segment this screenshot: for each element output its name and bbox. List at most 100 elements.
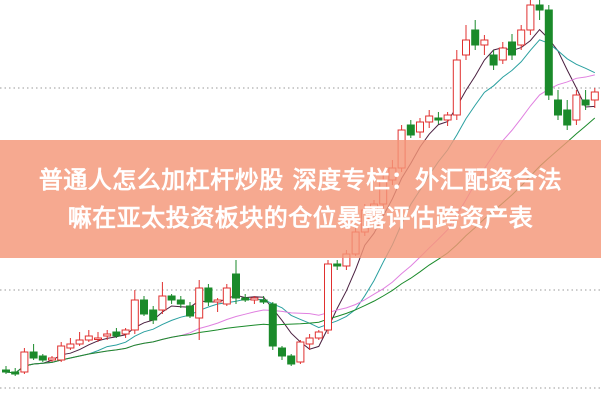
candle — [462, 25, 470, 60]
candle — [278, 346, 286, 360]
candle — [232, 260, 240, 304]
candle — [94, 332, 102, 342]
candle — [29, 344, 38, 360]
candle — [66, 338, 75, 350]
candle — [590, 88, 599, 108]
candle-body — [11, 371, 20, 375]
candle-body — [314, 331, 323, 339]
candle — [498, 42, 507, 64]
candle-body — [232, 273, 240, 299]
candle-body — [48, 357, 56, 361]
candle-body — [268, 303, 277, 347]
candle — [572, 90, 581, 125]
candle-body — [287, 355, 296, 365]
candle-body — [167, 295, 176, 301]
candle — [333, 260, 342, 270]
candle-body — [489, 54, 498, 66]
candle-body — [462, 39, 470, 56]
candle-body — [140, 299, 148, 315]
candle-body — [517, 29, 526, 46]
candle-body — [406, 124, 415, 136]
candle — [11, 368, 20, 376]
headline-line-2: 嘛在亚太投资板块的仓位暴露评估跨资产表 — [67, 204, 534, 232]
candle — [112, 328, 121, 338]
candle — [140, 296, 148, 316]
candle-body — [57, 345, 66, 361]
candle-body — [149, 309, 158, 321]
candle-body — [296, 341, 305, 363]
candle — [250, 296, 259, 304]
candle-body — [250, 297, 259, 301]
candle — [186, 302, 194, 318]
candle — [425, 110, 434, 128]
candle-body — [452, 59, 461, 116]
candle-body — [324, 263, 332, 331]
candle — [471, 20, 480, 50]
candle — [296, 340, 305, 364]
candle — [57, 342, 66, 362]
candle-body — [443, 114, 452, 121]
candle — [508, 34, 516, 60]
candle — [406, 120, 415, 138]
candle — [38, 354, 47, 362]
candle — [581, 90, 590, 110]
headline-line-1: 普通人怎么加杠杆炒股 深度专栏：外汇配资合法 — [38, 166, 563, 194]
candle — [130, 290, 139, 334]
candle-body — [416, 121, 424, 133]
candle — [268, 302, 277, 350]
candle — [434, 112, 443, 124]
candle — [480, 35, 489, 55]
candle — [517, 25, 526, 50]
candle-body — [259, 299, 268, 303]
candle — [222, 284, 231, 306]
candle — [489, 50, 498, 70]
candle — [526, 0, 535, 35]
candle-body — [222, 287, 231, 305]
candle-body — [38, 355, 47, 361]
candle-body — [204, 287, 213, 303]
candle-body — [425, 115, 434, 123]
candle — [204, 284, 213, 306]
candle — [452, 50, 461, 120]
candle-body — [112, 331, 121, 337]
candle-body — [20, 351, 29, 373]
candle-body — [554, 99, 562, 116]
candle-body — [535, 4, 544, 11]
candle-body — [278, 347, 286, 357]
candle — [213, 298, 222, 312]
candle-body — [2, 369, 10, 373]
candle-body — [29, 351, 38, 359]
candle — [544, 5, 553, 100]
candle-body — [130, 299, 139, 331]
candle-body — [590, 91, 599, 101]
candle — [167, 294, 176, 304]
headline-banner: 普通人怎么加杠杆炒股 深度专栏：外汇配资合法 嘛在亚太投资板块的仓位暴露评估跨资… — [0, 140, 601, 258]
candle — [121, 328, 130, 338]
candle-body — [176, 299, 185, 305]
candle — [305, 334, 314, 350]
candle-body — [471, 29, 480, 46]
candle — [195, 280, 204, 340]
candle-body — [103, 333, 112, 337]
candle — [554, 90, 562, 120]
candle-body — [94, 337, 102, 340]
candle-body — [305, 337, 314, 345]
candle-body — [121, 329, 130, 335]
candle-body — [84, 335, 93, 341]
candle — [75, 332, 84, 346]
ma10-line — [5, 39, 596, 374]
candle — [535, 0, 544, 20]
candle-body — [66, 343, 75, 349]
candle-body — [526, 4, 535, 31]
candle-body — [241, 297, 250, 301]
candle — [324, 260, 332, 334]
candle — [443, 112, 452, 126]
candle — [20, 348, 29, 374]
candle-body — [186, 305, 194, 317]
candle-body — [333, 263, 342, 267]
candle — [563, 100, 572, 130]
candle — [2, 366, 10, 374]
candle — [103, 330, 112, 340]
candle — [416, 118, 424, 138]
